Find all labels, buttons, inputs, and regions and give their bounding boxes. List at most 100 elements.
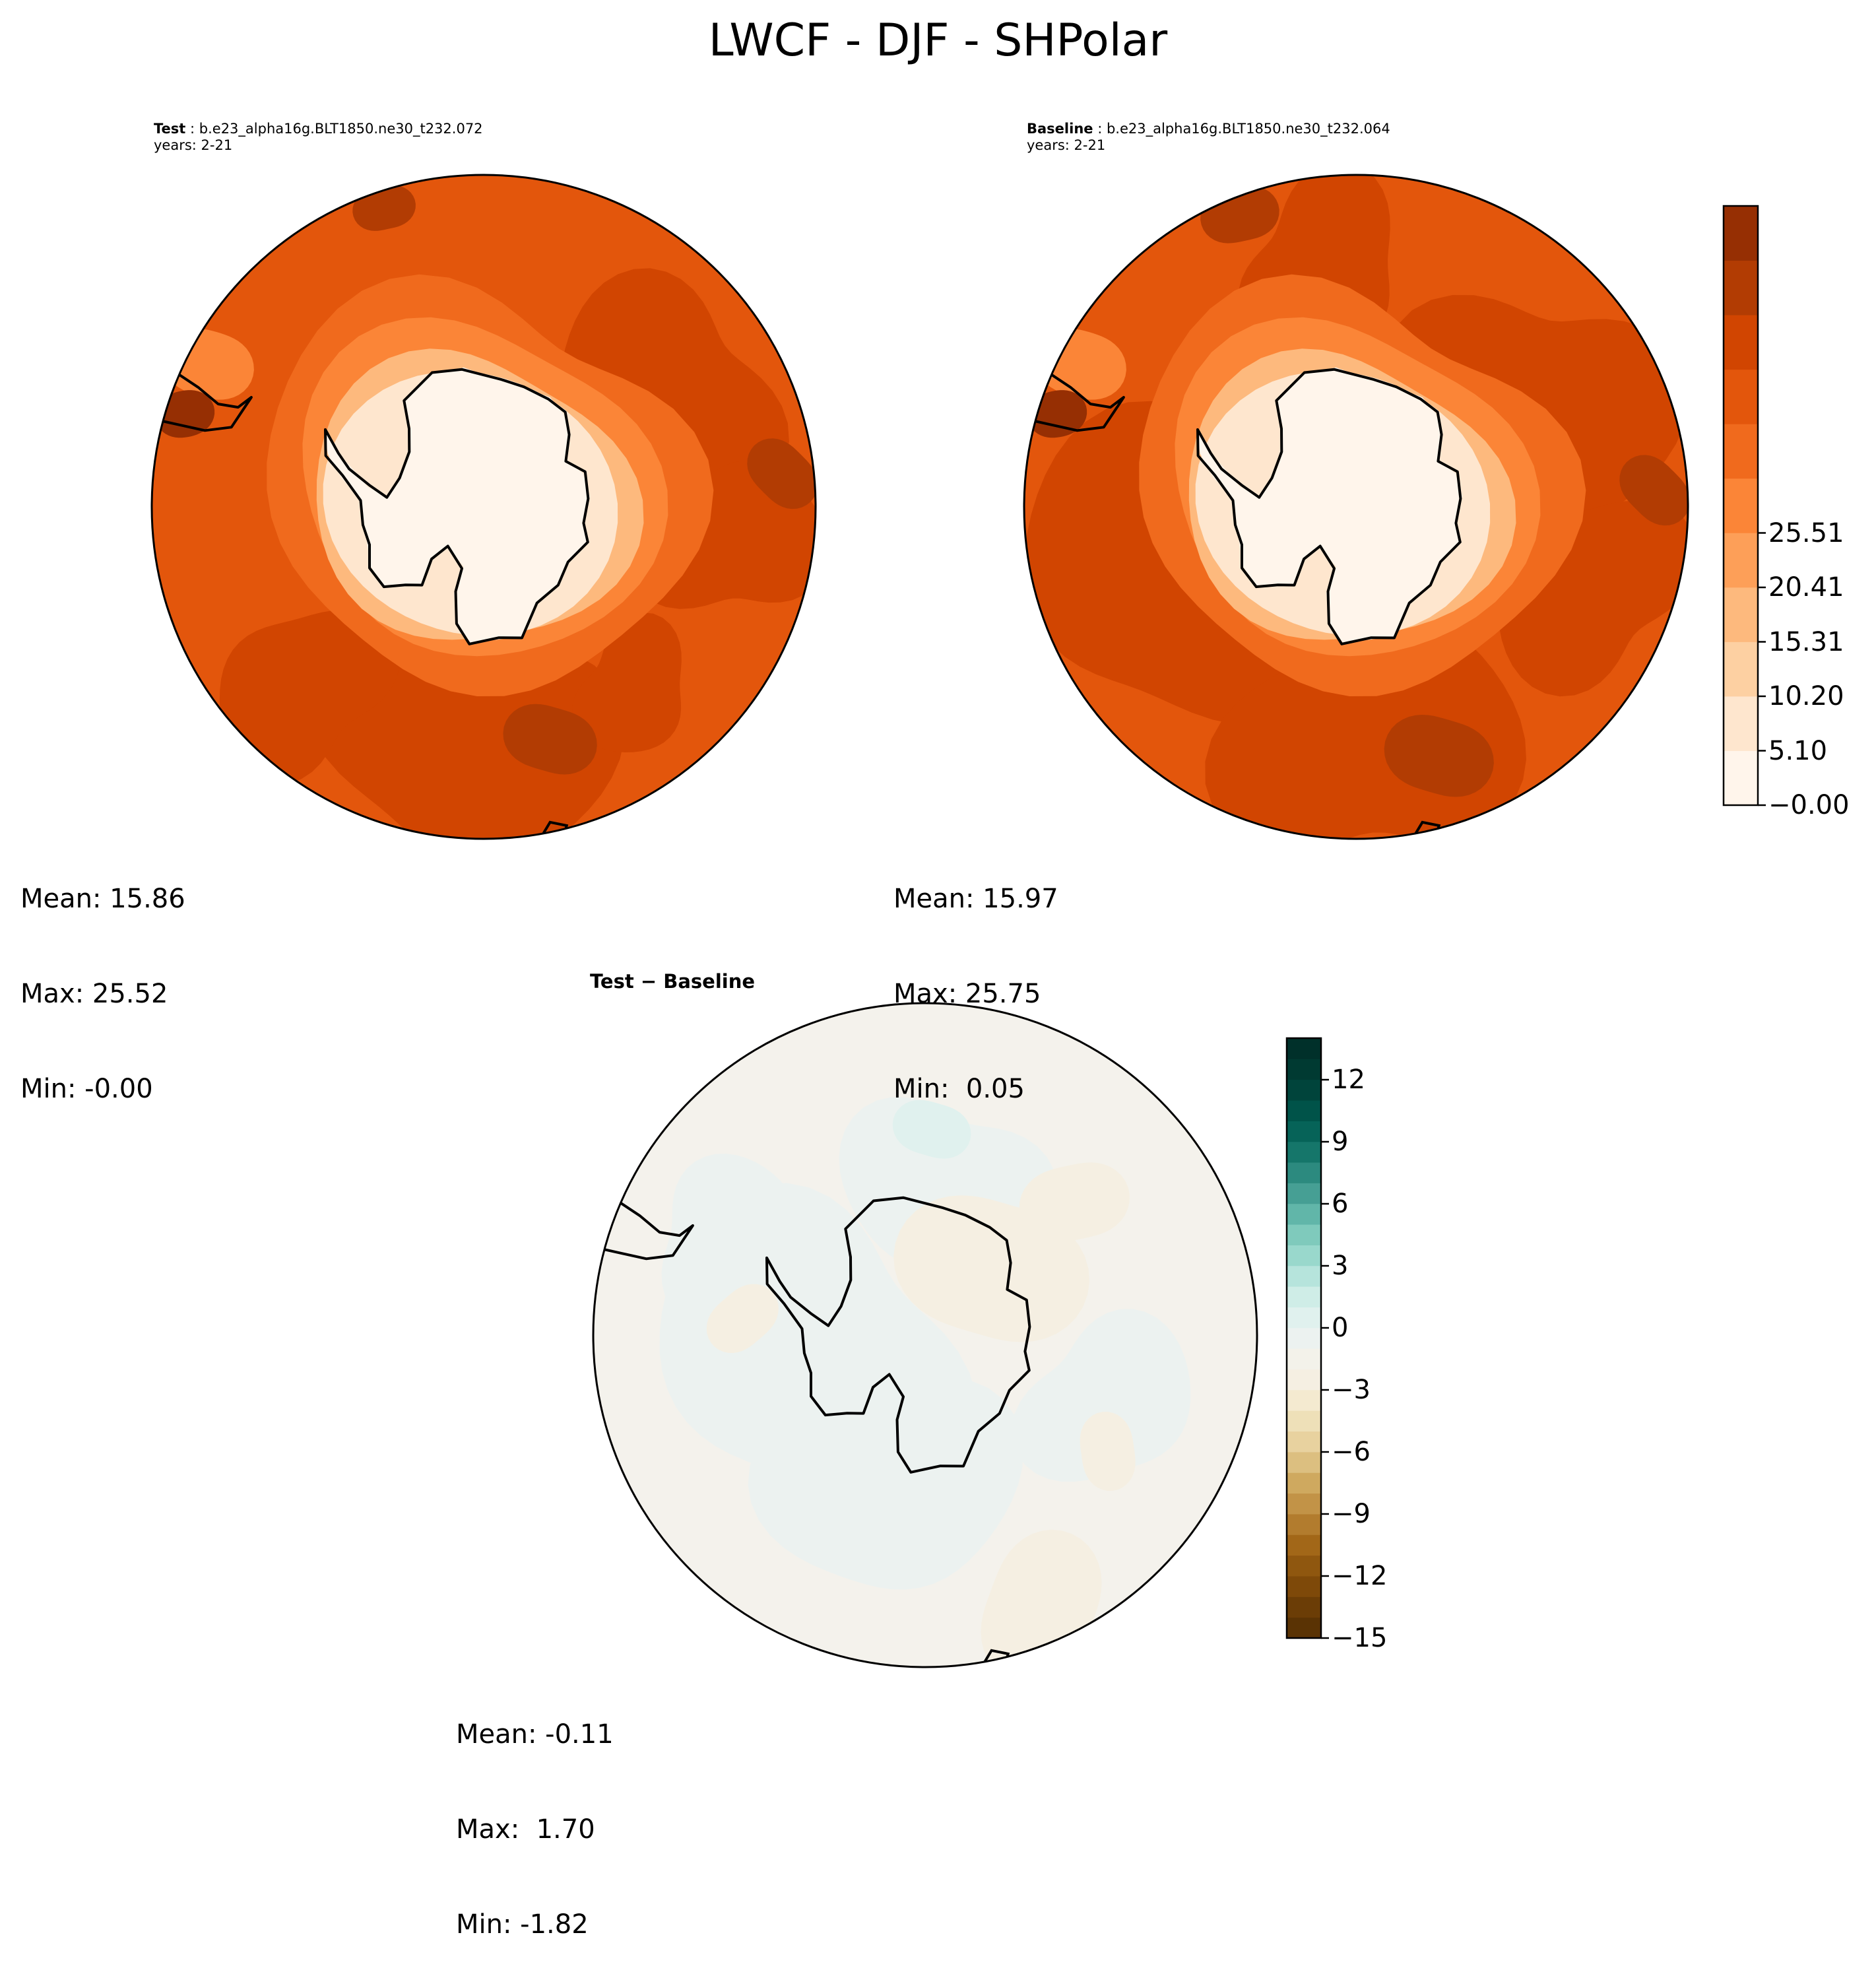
diff-colorbar-band bbox=[1287, 1059, 1321, 1080]
antarctica-coastline bbox=[324, 368, 590, 645]
diff-colorbar-tick-label: −15 bbox=[1332, 1623, 1388, 1653]
diff-colorbar-band bbox=[1287, 1389, 1321, 1411]
diff-negative-region bbox=[1019, 1162, 1130, 1243]
ocean-max-region bbox=[747, 438, 816, 509]
diff-colorbar-band bbox=[1287, 1245, 1321, 1266]
diff-colorbar-band bbox=[1287, 1121, 1321, 1142]
antarctica-field bbox=[324, 367, 590, 643]
diff-colorbar-band bbox=[1287, 1617, 1321, 1639]
baseline-min: Min: 0.05 bbox=[893, 1074, 1025, 1104]
diff-colorbar-tick-label: 3 bbox=[1332, 1251, 1349, 1281]
south-america-high bbox=[1027, 390, 1087, 438]
diff-colorbar-tick-label: 6 bbox=[1332, 1189, 1349, 1219]
test-stats: Mean: 15.86 Max: 25.52 Min: -0.00 bbox=[20, 820, 185, 1136]
figure-title: LWCF - DJF - SHPolar bbox=[708, 15, 1168, 67]
test-years: years: 2-21 bbox=[154, 137, 233, 153]
diff-colorbar-band bbox=[1287, 1307, 1321, 1329]
diff-colorbar-band bbox=[1287, 1265, 1321, 1287]
diff-colorbar bbox=[1285, 1037, 1329, 1639]
test-case-label: Test bbox=[154, 121, 186, 137]
top-colorbar bbox=[1722, 205, 1766, 806]
diff-colorbar-band bbox=[1287, 1431, 1321, 1453]
test-case-header: Test : b.e23_alpha16g.BLT1850.ne30_t232.… bbox=[154, 121, 483, 153]
top-colorbar-band bbox=[1724, 533, 1758, 588]
diff-colorbar-band bbox=[1287, 1451, 1321, 1473]
top-colorbar-band bbox=[1724, 206, 1758, 261]
baseline-case-header: Baseline : b.e23_alpha16g.BLT1850.ne30_t… bbox=[1027, 121, 1390, 153]
top-colorbar-band bbox=[1724, 424, 1758, 479]
test-min: Min: -0.00 bbox=[20, 1074, 153, 1104]
south-america-coastline bbox=[152, 372, 253, 432]
diff-colorbar-band bbox=[1287, 1286, 1321, 1307]
diff-colorbar-tick-label: 9 bbox=[1332, 1127, 1349, 1157]
diff-colorbar-tick-label: −12 bbox=[1332, 1561, 1388, 1591]
baseline-years: years: 2-21 bbox=[1027, 137, 1106, 153]
diff-max: Max: 1.70 bbox=[456, 1814, 595, 1845]
diff-colorbar-band bbox=[1287, 1141, 1321, 1163]
diff-colorbar-tick-label: −6 bbox=[1332, 1437, 1371, 1467]
ocean-high-region bbox=[219, 610, 401, 785]
top-colorbar-band bbox=[1724, 369, 1758, 424]
diff-colorbar-tick-label: −3 bbox=[1332, 1375, 1371, 1405]
diff-colorbar-band bbox=[1287, 1100, 1321, 1121]
top-colorbar-band bbox=[1724, 478, 1758, 533]
baseline-mean: Mean: 15.97 bbox=[893, 884, 1058, 914]
top-colorbar-tick-label: 15.31 bbox=[1768, 626, 1844, 657]
south-america-coastline bbox=[1024, 372, 1125, 432]
baseline-case-label: Baseline bbox=[1027, 121, 1093, 137]
test-mean: Mean: 15.86 bbox=[20, 884, 185, 914]
top-colorbar-outline bbox=[1722, 205, 1759, 806]
diff-colorbar-band bbox=[1287, 1162, 1321, 1183]
diff-colorbar-band bbox=[1287, 1555, 1321, 1577]
diff-positive-region bbox=[661, 1154, 798, 1325]
diff-colorbar-band bbox=[1287, 1596, 1321, 1618]
diff-colorbar-tick-label: 0 bbox=[1332, 1313, 1349, 1343]
south-america-coastline bbox=[593, 1200, 694, 1261]
test-map-field bbox=[152, 175, 816, 839]
diff-panel-title: Test − Baseline bbox=[590, 970, 756, 993]
diff-colorbar-band bbox=[1287, 1575, 1321, 1597]
diff-colorbar-band bbox=[1287, 1224, 1321, 1245]
top-colorbar-tick-label: 25.51 bbox=[1768, 517, 1844, 548]
diff-min: Min: -1.82 bbox=[456, 1909, 589, 1940]
diff-colorbar-band bbox=[1287, 1472, 1321, 1494]
diff-colorbar-band bbox=[1287, 1348, 1321, 1370]
diff-colorbar-band bbox=[1287, 1534, 1321, 1556]
diff-colorbar-band bbox=[1287, 1493, 1321, 1515]
top-colorbar-band bbox=[1724, 260, 1758, 315]
diff-colorbar-band bbox=[1287, 1203, 1321, 1225]
diff-colorbar-band bbox=[1287, 1038, 1321, 1059]
baseline-map-boundary bbox=[1023, 174, 1689, 840]
diff-colorbar-tick-label: 12 bbox=[1332, 1065, 1365, 1095]
top-colorbar-tick-label: 10.20 bbox=[1768, 681, 1844, 711]
ocean-max-region bbox=[352, 185, 416, 231]
diff-positive-region bbox=[1012, 1309, 1191, 1482]
top-colorbar-band bbox=[1724, 750, 1758, 806]
diff-colorbar-band bbox=[1287, 1079, 1321, 1101]
figure-canvas bbox=[150, 174, 1766, 1668]
test-case-name: b.e23_alpha16g.BLT1850.ne30_t232.072 bbox=[199, 121, 483, 137]
top-colorbar-band bbox=[1724, 641, 1758, 697]
ocean-max-region bbox=[1619, 455, 1688, 526]
test-map-boundary bbox=[150, 174, 817, 840]
top-colorbar-band bbox=[1724, 587, 1758, 642]
baseline-max: Max: 25.75 bbox=[893, 979, 1041, 1009]
ocean-max-region bbox=[503, 704, 597, 775]
diff-colorbar-outline bbox=[1285, 1037, 1322, 1639]
diff-negative-region bbox=[1080, 1412, 1136, 1491]
diff-colorbar-band bbox=[1287, 1513, 1321, 1535]
test-map bbox=[150, 174, 817, 840]
diff-colorbar-tick-label: −9 bbox=[1332, 1499, 1371, 1529]
diff-negative-region bbox=[706, 1284, 779, 1354]
diff-positive-peak bbox=[892, 1100, 971, 1159]
diff-colorbar-band bbox=[1287, 1369, 1321, 1391]
diff-stats: Mean: -0.11 Max: 1.70 Min: -1.82 bbox=[456, 1655, 614, 1972]
diff-map-field bbox=[593, 1003, 1257, 1667]
test-max: Max: 25.52 bbox=[20, 979, 168, 1009]
antarctica-field bbox=[1196, 367, 1462, 643]
south-america-high bbox=[155, 390, 215, 438]
top-colorbar-tick-label: −0.00 bbox=[1768, 790, 1850, 820]
baseline-map-field bbox=[1024, 175, 1688, 839]
baseline-map bbox=[1023, 174, 1689, 840]
ocean-high-region bbox=[572, 612, 682, 752]
